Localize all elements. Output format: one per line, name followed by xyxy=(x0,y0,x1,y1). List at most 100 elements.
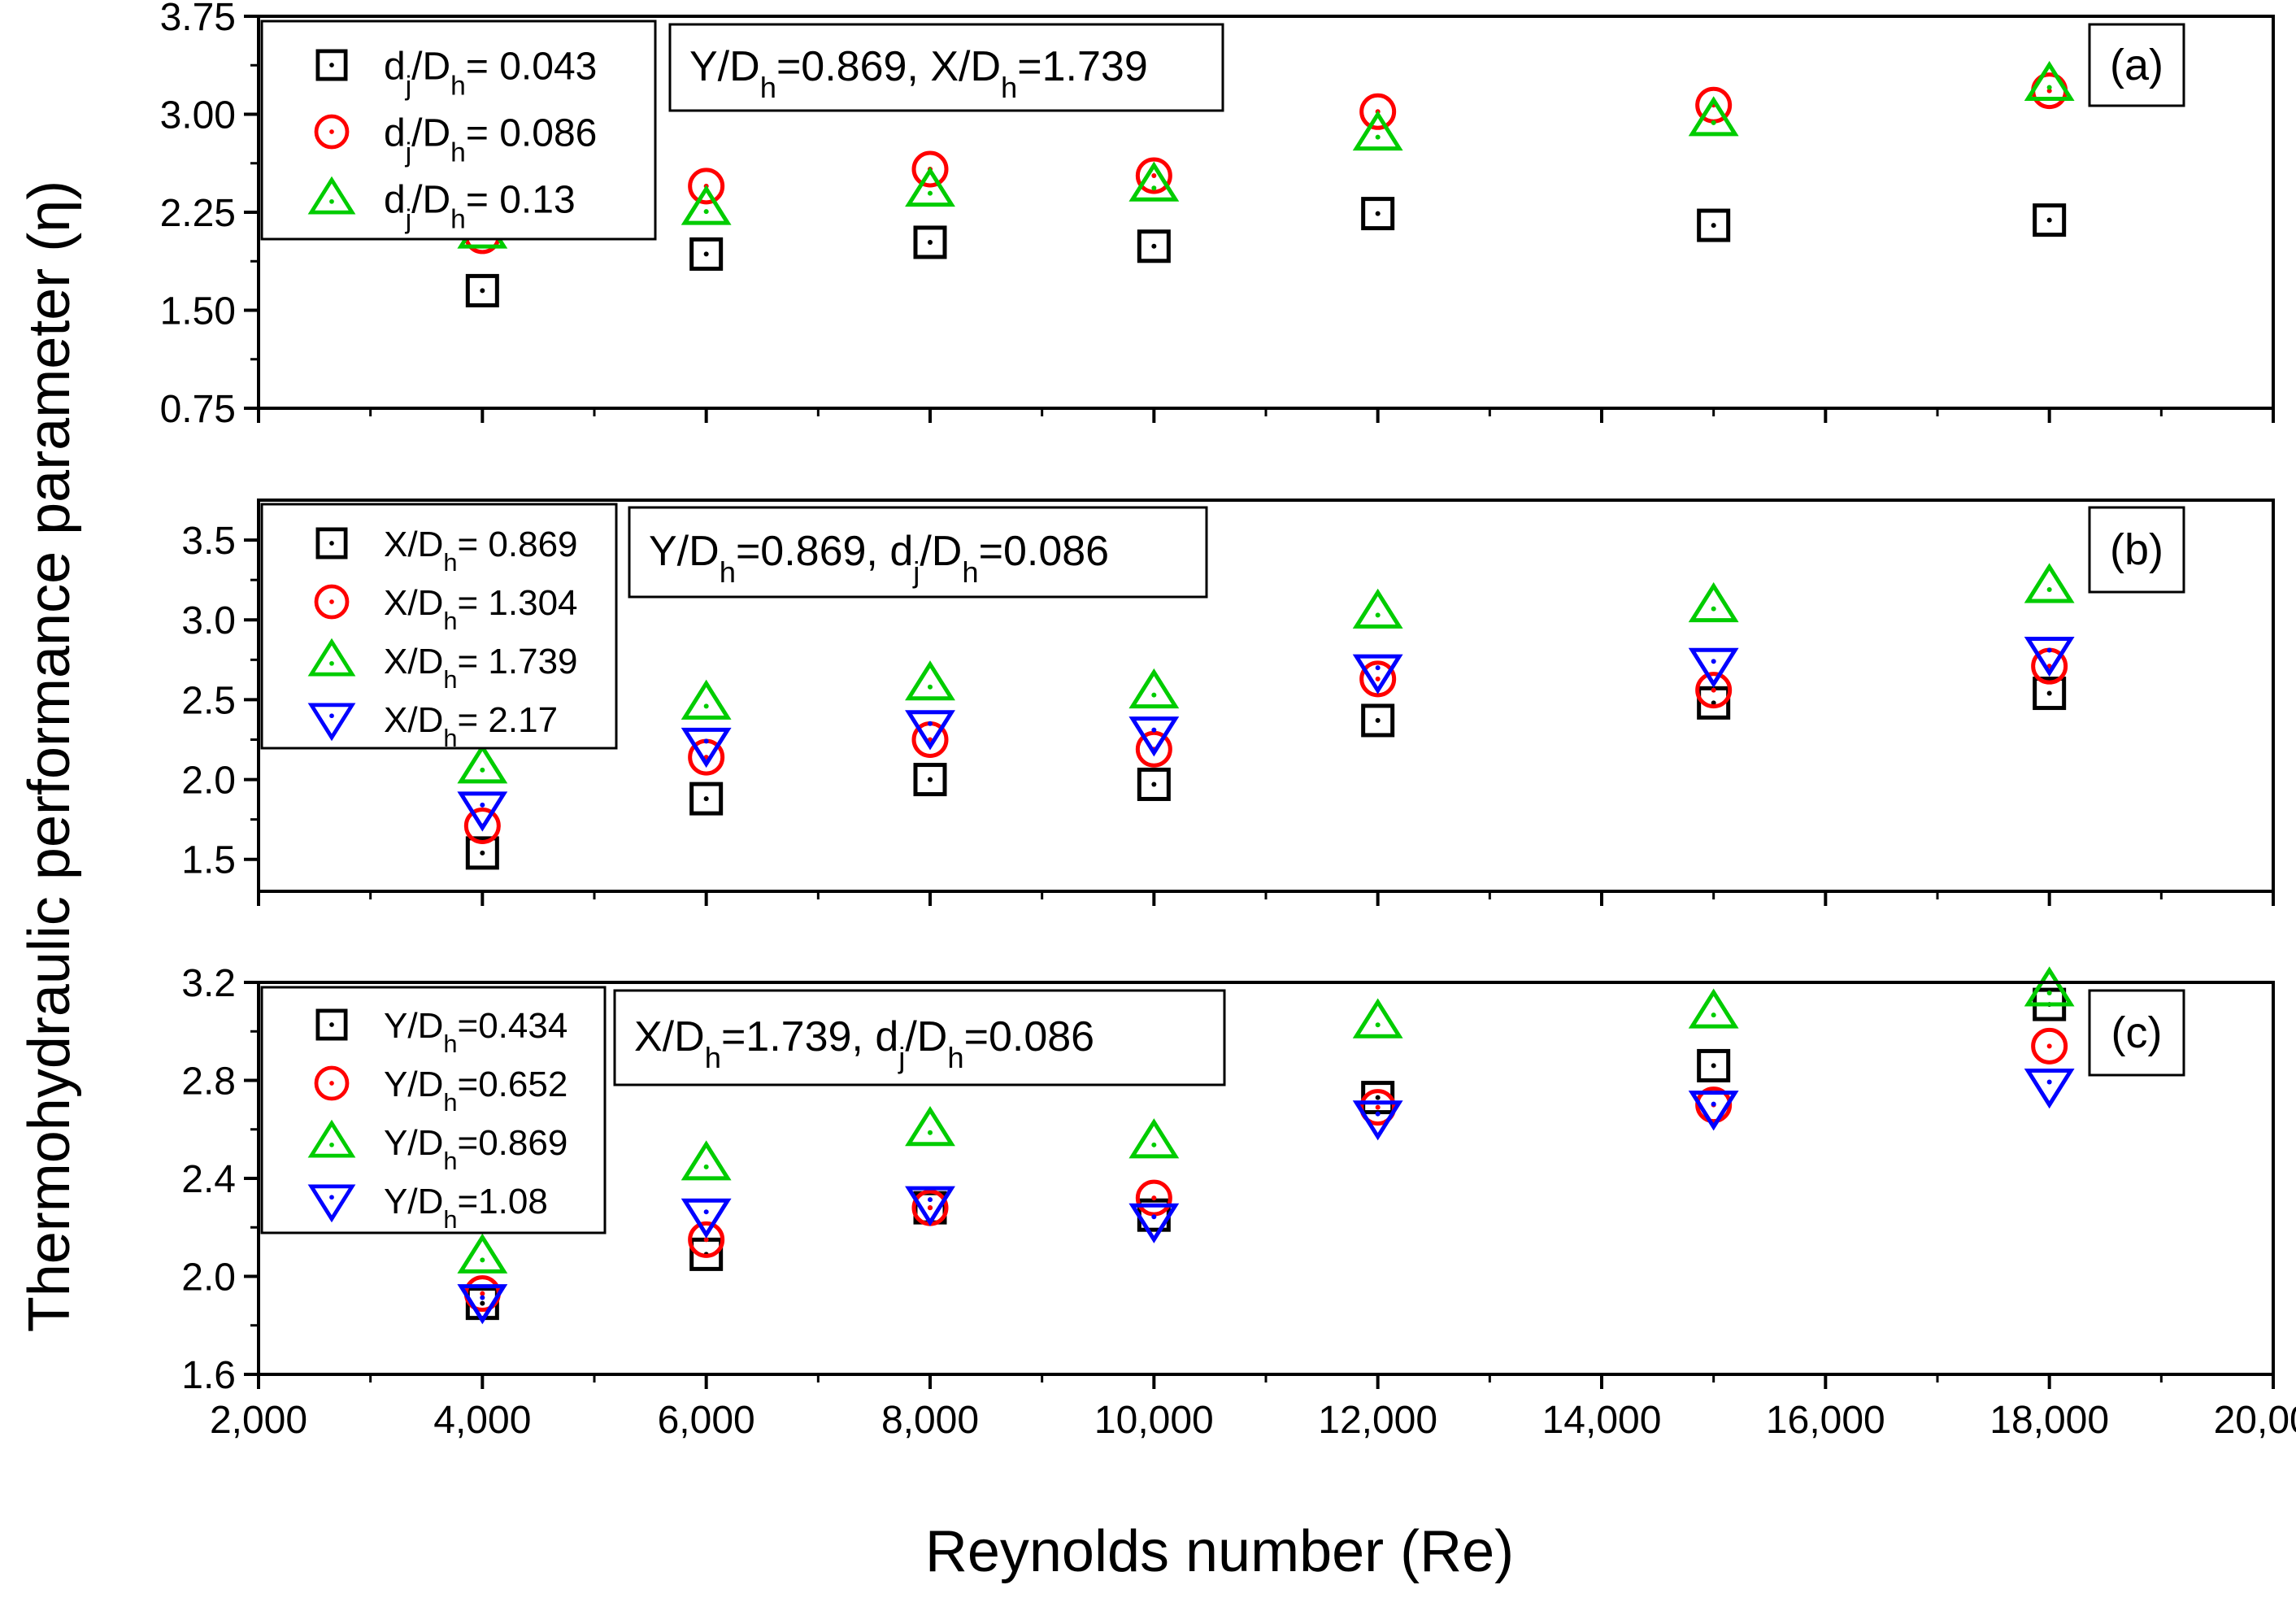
series-c-3 xyxy=(457,966,2075,1274)
data-point xyxy=(688,1221,725,1258)
data-point xyxy=(1128,1118,1180,1159)
data-point xyxy=(2024,636,2075,677)
data-point xyxy=(905,660,955,701)
y-tick-label: 1.50 xyxy=(160,290,236,333)
y-axis-label: Thermohydraulic performance parameter (η… xyxy=(17,181,82,1333)
y-tick-label: 0.75 xyxy=(160,388,236,431)
legend-marker xyxy=(307,703,356,742)
legend-label: Y/Dh=1.08 xyxy=(384,1182,548,1234)
data-point xyxy=(1135,1179,1172,1217)
data-point xyxy=(1361,197,1395,231)
legend-label: dj/Dh= 0.086 xyxy=(384,111,597,168)
data-point xyxy=(457,743,508,784)
data-point xyxy=(1137,767,1171,801)
panel-tag-c: (c) xyxy=(2088,989,2185,1077)
data-point xyxy=(1135,157,1172,194)
panel-tag-label: (a) xyxy=(2110,41,2163,89)
legend-marker xyxy=(307,176,356,215)
data-point xyxy=(2024,563,2075,603)
x-tick-label: 4,000 xyxy=(433,1399,531,1442)
data-point xyxy=(681,727,732,769)
data-point xyxy=(1688,96,1739,137)
condition-b: Y/Dh=0.869, dj/Dh=0.086 xyxy=(628,506,1208,599)
y-tick-label: 2.25 xyxy=(160,192,236,235)
y-tick-label: 3.5 xyxy=(181,520,236,563)
legend-marker xyxy=(307,1184,356,1223)
condition-a: Y/Dh=0.869, X/Dh=1.739 xyxy=(668,23,1224,112)
data-point xyxy=(457,791,508,832)
x-tick-label: 18,000 xyxy=(1989,1399,2109,1442)
legend-marker xyxy=(314,584,350,620)
legend-label: Y/Dh=0.434 xyxy=(384,1006,567,1058)
legend-marker xyxy=(315,49,348,81)
y-tick-label: 3.00 xyxy=(160,94,236,137)
data-point xyxy=(1688,988,1739,1029)
data-point xyxy=(905,1106,955,1147)
data-point xyxy=(681,1198,732,1239)
legend-label: X/Dh= 2.17 xyxy=(384,700,558,752)
legend-marker xyxy=(314,114,350,150)
data-point xyxy=(1361,703,1395,738)
data-point xyxy=(681,1140,732,1181)
y-tick-label: 3.75 xyxy=(160,0,236,39)
legend-marker xyxy=(314,1065,350,1101)
y-tick-label: 3.0 xyxy=(181,599,236,642)
data-point xyxy=(1352,654,1403,694)
data-point xyxy=(1352,110,1403,151)
legend-marker xyxy=(307,1119,356,1158)
legend-label: Y/Dh=0.869 xyxy=(384,1123,567,1175)
data-point xyxy=(905,1186,955,1226)
x-axis-label: Reynolds number (Re) xyxy=(925,1519,1514,1584)
legend-label: X/Dh= 0.869 xyxy=(384,525,578,577)
data-point xyxy=(1128,716,1180,757)
condition-box xyxy=(613,989,1226,1086)
data-point xyxy=(1688,1091,1739,1131)
series-b-1 xyxy=(465,677,2067,870)
data-point xyxy=(2024,60,2075,102)
data-point xyxy=(913,225,947,259)
y-tick-label: 1.6 xyxy=(181,1354,236,1397)
series-a-1 xyxy=(465,197,2067,307)
data-point xyxy=(1128,161,1180,202)
plot-frame xyxy=(257,499,2275,893)
data-point xyxy=(457,1233,508,1274)
data-point xyxy=(905,710,955,751)
panel-c: 1.62.02.42.83.2Y/Dh=0.434Y/Dh=0.652Y/Dh=… xyxy=(181,962,2275,1397)
data-point xyxy=(457,1284,508,1325)
panel-tag-label: (b) xyxy=(2110,525,2163,574)
panel-tag-label: (c) xyxy=(2111,1008,2163,1057)
legend-marker xyxy=(315,1008,348,1041)
data-point xyxy=(1359,660,1397,698)
condition-label: Y/Dh=0.869, X/Dh=1.739 xyxy=(689,43,1148,104)
data-point xyxy=(913,763,947,797)
data-point xyxy=(689,237,724,271)
data-point xyxy=(2033,203,2067,237)
data-point xyxy=(1137,229,1171,263)
legend-box xyxy=(260,503,618,750)
series-b-3 xyxy=(457,563,2075,784)
data-point xyxy=(1688,647,1739,688)
x-tick-label: 20,000 xyxy=(2214,1399,2296,1442)
legend-label: dj/Dh= 0.13 xyxy=(384,178,576,234)
data-point xyxy=(1128,1203,1180,1243)
condition-label: Y/Dh=0.869, dj/Dh=0.086 xyxy=(649,528,1109,589)
legend-a: dj/Dh= 0.043 dj/Dh= 0.086 dj/Dh= 0.13 xyxy=(260,20,657,241)
condition-box xyxy=(628,506,1208,599)
legend-label: X/Dh= 1.739 xyxy=(384,642,578,694)
data-point xyxy=(465,836,499,870)
panel-tag-a: (a) xyxy=(2088,23,2185,107)
panel-tag-b: (b) xyxy=(2088,506,2185,594)
condition-c: X/Dh=1.739, dj/Dh=0.086 xyxy=(613,989,1226,1086)
legend-c: Y/Dh=0.434 Y/Dh=0.652 Y/Dh=0.869 Y/Dh=1.08 xyxy=(260,986,607,1234)
y-tick-label: 2.8 xyxy=(181,1060,236,1104)
y-tick-label: 1.5 xyxy=(181,839,236,882)
data-point xyxy=(1352,588,1403,629)
legend-marker xyxy=(315,527,348,560)
x-tick-label: 10,000 xyxy=(1094,1399,1214,1442)
y-tick-label: 2.5 xyxy=(181,679,236,722)
legend-label: dj/Dh= 0.043 xyxy=(384,45,597,101)
data-point xyxy=(905,166,955,207)
